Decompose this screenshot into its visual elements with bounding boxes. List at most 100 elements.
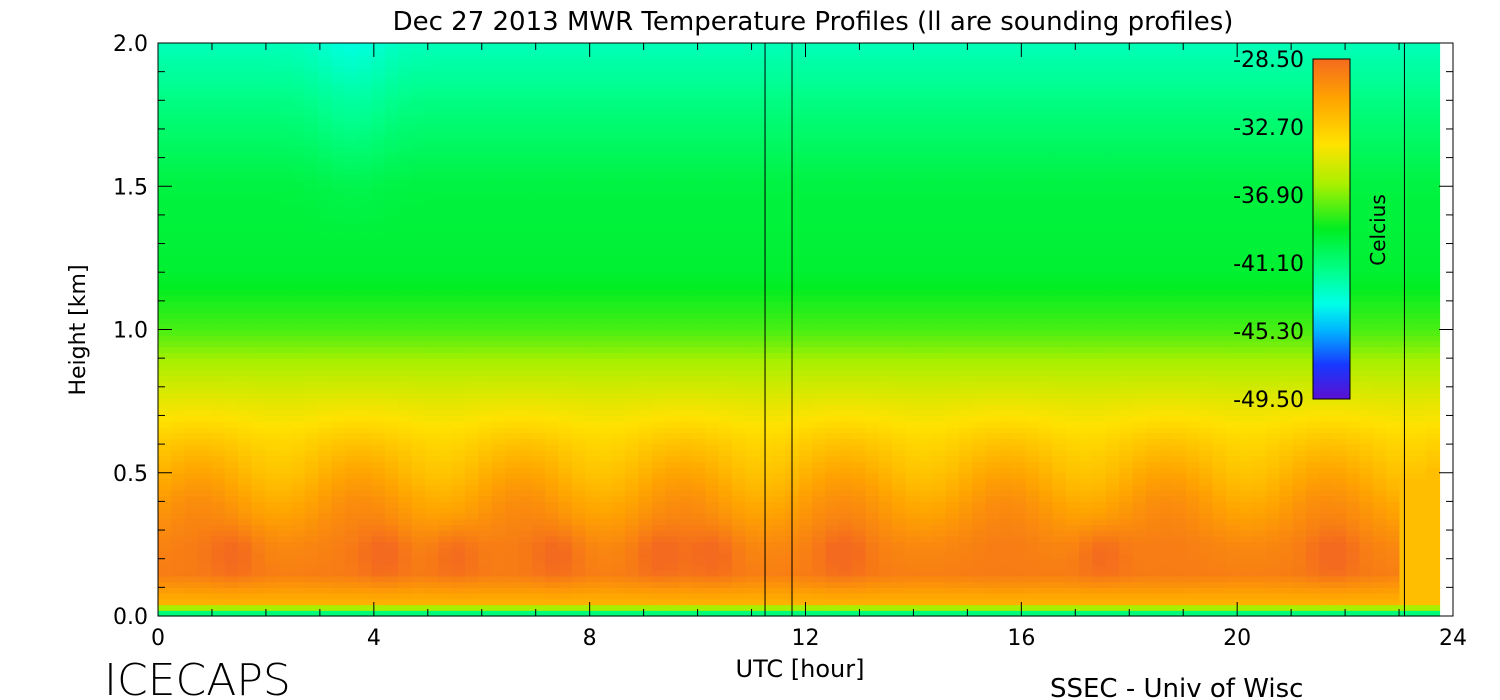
- heatmap-cell: [585, 524, 600, 531]
- heatmap-cell: [651, 243, 666, 250]
- heatmap-cell: [398, 255, 413, 262]
- heatmap-cell: [678, 43, 693, 50]
- heatmap-cell: [238, 335, 253, 342]
- heatmap-cell: [665, 530, 680, 537]
- heatmap-cell: [184, 524, 199, 531]
- heatmap-cell: [798, 392, 813, 399]
- heatmap-cell: [478, 375, 493, 382]
- heatmap-cell: [318, 140, 333, 147]
- heatmap-cell: [651, 71, 666, 78]
- heatmap-cell: [531, 83, 546, 90]
- heatmap-cell: [678, 180, 693, 187]
- heatmap-cell: [224, 203, 239, 210]
- heatmap-cell: [465, 369, 479, 376]
- heatmap-cell: [411, 237, 426, 245]
- heatmap-cell: [198, 329, 212, 336]
- heatmap-cell: [665, 243, 680, 250]
- heatmap-cell: [558, 489, 573, 497]
- heatmap-cell: [732, 495, 746, 502]
- heatmap-cell: [505, 306, 520, 313]
- heatmap-cell: [638, 461, 653, 468]
- heatmap-cell: [545, 398, 560, 405]
- heatmap-cell: [638, 530, 653, 537]
- heatmap-cell: [598, 123, 613, 130]
- heatmap-cell: [438, 295, 453, 302]
- heatmap-cell: [491, 449, 506, 457]
- heatmap-cell: [732, 524, 746, 531]
- heatmap-cell: [411, 134, 426, 142]
- heatmap-cell: [745, 530, 760, 537]
- heatmap-cell: [264, 472, 279, 480]
- heatmap-cell: [465, 381, 479, 388]
- heatmap-cell: [691, 100, 706, 107]
- heatmap-cell: [465, 449, 479, 457]
- heatmap-cell: [745, 593, 760, 600]
- heatmap-cell: [772, 421, 787, 428]
- heatmap-cell: [411, 266, 426, 273]
- heatmap-cell: [344, 604, 359, 611]
- heatmap-cell: [651, 226, 666, 233]
- heatmap-cell: [371, 415, 386, 422]
- heatmap-cell: [318, 111, 333, 119]
- heatmap-cell: [651, 449, 666, 457]
- heatmap-cell: [158, 277, 172, 285]
- heatmap-cell: [598, 598, 613, 606]
- heatmap-cell: [358, 598, 373, 606]
- heatmap-cell: [625, 369, 640, 376]
- heatmap-cell: [718, 484, 733, 491]
- heatmap-cell: [585, 134, 600, 142]
- heatmap-cell: [478, 535, 493, 543]
- heatmap-cell: [331, 518, 346, 525]
- heatmap-cell: [278, 461, 293, 468]
- heatmap-cell: [371, 541, 386, 548]
- heatmap-cell: [304, 94, 319, 101]
- heatmap-cell: [545, 186, 560, 193]
- heatmap-cell: [531, 209, 546, 216]
- heatmap-cell: [211, 363, 226, 371]
- heatmap-cell: [251, 421, 266, 428]
- heatmap-cell: [812, 277, 827, 285]
- heatmap-cell: [171, 461, 186, 468]
- heatmap-cell: [651, 266, 666, 273]
- heatmap-cell: [158, 593, 172, 600]
- heatmap-cell: [545, 323, 560, 331]
- heatmap-cell: [758, 587, 773, 594]
- heatmap-cell: [224, 180, 239, 187]
- heatmap-cell: [678, 209, 693, 216]
- heatmap-cell: [465, 507, 479, 514]
- heatmap-cell: [344, 128, 359, 136]
- heatmap-cell: [398, 484, 413, 491]
- heatmap-cell: [424, 289, 439, 296]
- heatmap-cell: [678, 438, 693, 445]
- heatmap-cell: [745, 88, 760, 96]
- heatmap-cell: [545, 461, 560, 468]
- heatmap-cell: [812, 169, 827, 176]
- heatmap-cell: [478, 266, 493, 273]
- heatmap-cell: [611, 381, 626, 388]
- heatmap-cell: [384, 495, 399, 502]
- heatmap-cell: [505, 507, 520, 514]
- heatmap-cell: [505, 426, 520, 434]
- heatmap-cell: [585, 335, 600, 342]
- heatmap-cell: [251, 300, 266, 308]
- heatmap-cell: [171, 48, 186, 56]
- heatmap-cell: [798, 163, 813, 170]
- heatmap-cell: [251, 381, 266, 388]
- heatmap-cell: [331, 266, 346, 273]
- heatmap-cell: [812, 128, 827, 136]
- heatmap-cell: [625, 123, 640, 130]
- heatmap-cell: [758, 375, 773, 382]
- heatmap-cell: [411, 255, 426, 262]
- heatmap-cell: [465, 363, 479, 371]
- heatmap-cell: [545, 438, 560, 445]
- heatmap-cell: [718, 163, 733, 170]
- heatmap-cell: [358, 300, 373, 308]
- heatmap-cell: [518, 495, 533, 502]
- heatmap-cell: [598, 289, 613, 296]
- heatmap-cell: [545, 272, 560, 279]
- heatmap-cell: [585, 352, 600, 359]
- heatmap-cell: [598, 541, 613, 548]
- heatmap-cell: [465, 604, 479, 611]
- heatmap-cell: [638, 48, 653, 56]
- heatmap-cell: [611, 449, 626, 457]
